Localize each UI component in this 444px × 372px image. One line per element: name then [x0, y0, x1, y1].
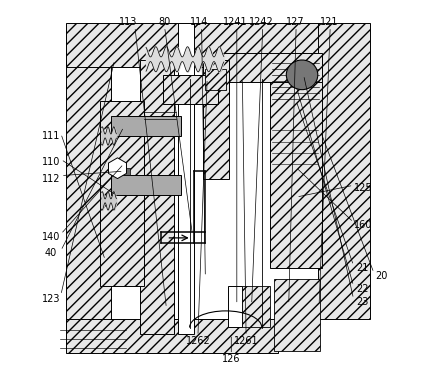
- Text: 80: 80: [159, 17, 170, 27]
- Text: 1261: 1261: [234, 336, 258, 346]
- Text: 125: 125: [353, 183, 372, 193]
- Bar: [318, 23, 370, 320]
- Bar: [228, 286, 242, 327]
- Text: 40: 40: [45, 248, 57, 259]
- Text: 1241: 1241: [222, 17, 247, 27]
- Bar: [205, 69, 226, 90]
- Bar: [66, 23, 322, 67]
- Bar: [242, 286, 270, 327]
- Text: 20: 20: [375, 271, 388, 281]
- Ellipse shape: [286, 60, 318, 90]
- Bar: [203, 60, 230, 179]
- Polygon shape: [108, 158, 127, 179]
- Bar: [100, 101, 144, 286]
- Text: 23: 23: [357, 296, 369, 307]
- Bar: [66, 31, 111, 349]
- Bar: [66, 320, 278, 353]
- Bar: [178, 23, 194, 334]
- Text: 111: 111: [42, 131, 60, 141]
- Text: 1262: 1262: [186, 336, 210, 346]
- Text: 113: 113: [119, 17, 138, 27]
- Text: 140: 140: [42, 232, 60, 242]
- Bar: [274, 279, 320, 351]
- Bar: [140, 60, 174, 334]
- Bar: [111, 116, 181, 136]
- Text: 126: 126: [222, 355, 241, 365]
- Text: 112: 112: [42, 174, 60, 184]
- Text: 160: 160: [353, 220, 372, 230]
- Text: 1242: 1242: [249, 17, 274, 27]
- Text: 114: 114: [190, 17, 208, 27]
- Bar: [111, 175, 181, 195]
- Bar: [163, 75, 218, 105]
- Text: 110: 110: [42, 157, 60, 167]
- Text: 22: 22: [357, 284, 369, 294]
- Text: 123: 123: [42, 294, 60, 304]
- Bar: [270, 56, 322, 267]
- Text: 21: 21: [357, 263, 369, 273]
- Text: 121: 121: [320, 17, 339, 27]
- Text: 127: 127: [286, 17, 305, 27]
- Bar: [115, 168, 130, 175]
- Bar: [222, 52, 322, 82]
